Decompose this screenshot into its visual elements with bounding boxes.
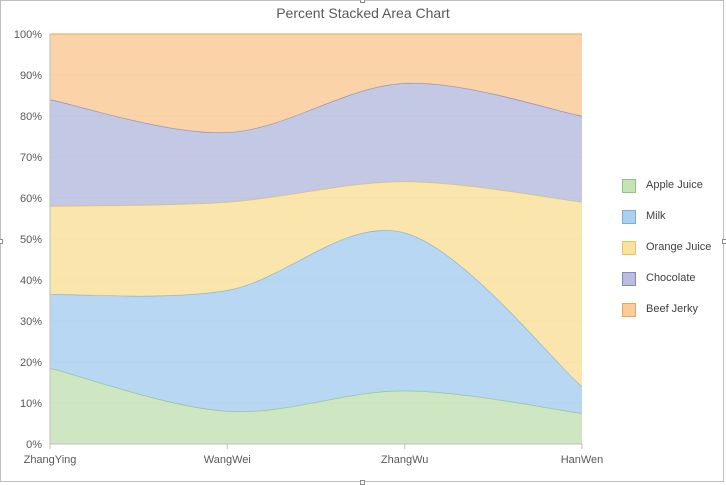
y-tick-label: 0% xyxy=(26,439,42,451)
resize-handle-top[interactable] xyxy=(360,0,365,3)
legend-swatch xyxy=(622,241,636,255)
legend-swatch xyxy=(622,272,636,286)
area-beef-jerky xyxy=(50,34,582,133)
resize-handle-right[interactable] xyxy=(722,239,726,244)
area-orange-juice xyxy=(50,181,582,387)
legend-label: Apple Juice xyxy=(646,179,703,191)
legend-label: Milk xyxy=(646,210,666,222)
y-tick-label: 30% xyxy=(20,316,42,328)
x-tick-label: ZhangWu xyxy=(381,454,429,466)
y-tick-label: 50% xyxy=(20,234,42,246)
x-tick-label: HanWen xyxy=(561,454,604,466)
chart-title: Percent Stacked Area Chart xyxy=(276,5,450,21)
legend-label: Beef Jerky xyxy=(646,303,698,315)
legend-label: Orange Juice xyxy=(646,241,712,253)
y-tick-label: 100% xyxy=(14,29,42,41)
legend-swatch xyxy=(622,210,636,224)
legend-swatch xyxy=(622,179,636,193)
y-tick-label: 70% xyxy=(20,152,42,164)
y-tick-label: 10% xyxy=(20,398,42,410)
area-milk xyxy=(50,230,582,414)
area-chocolate xyxy=(50,83,582,207)
resize-handle-left[interactable] xyxy=(0,239,3,244)
area-line-apple-juice xyxy=(49,367,583,414)
y-tick-label: 60% xyxy=(20,193,42,205)
x-tick-label: ZhangYing xyxy=(24,454,77,466)
y-tick-label: 40% xyxy=(20,275,42,287)
area-apple-juice xyxy=(50,368,582,444)
y-tick-label: 20% xyxy=(20,357,42,369)
legend-label: Chocolate xyxy=(646,272,696,284)
y-tick-label: 80% xyxy=(20,111,42,123)
y-tick-label: 90% xyxy=(20,70,42,82)
x-tick-label: WangWei xyxy=(204,454,251,466)
legend-swatch xyxy=(622,303,636,317)
